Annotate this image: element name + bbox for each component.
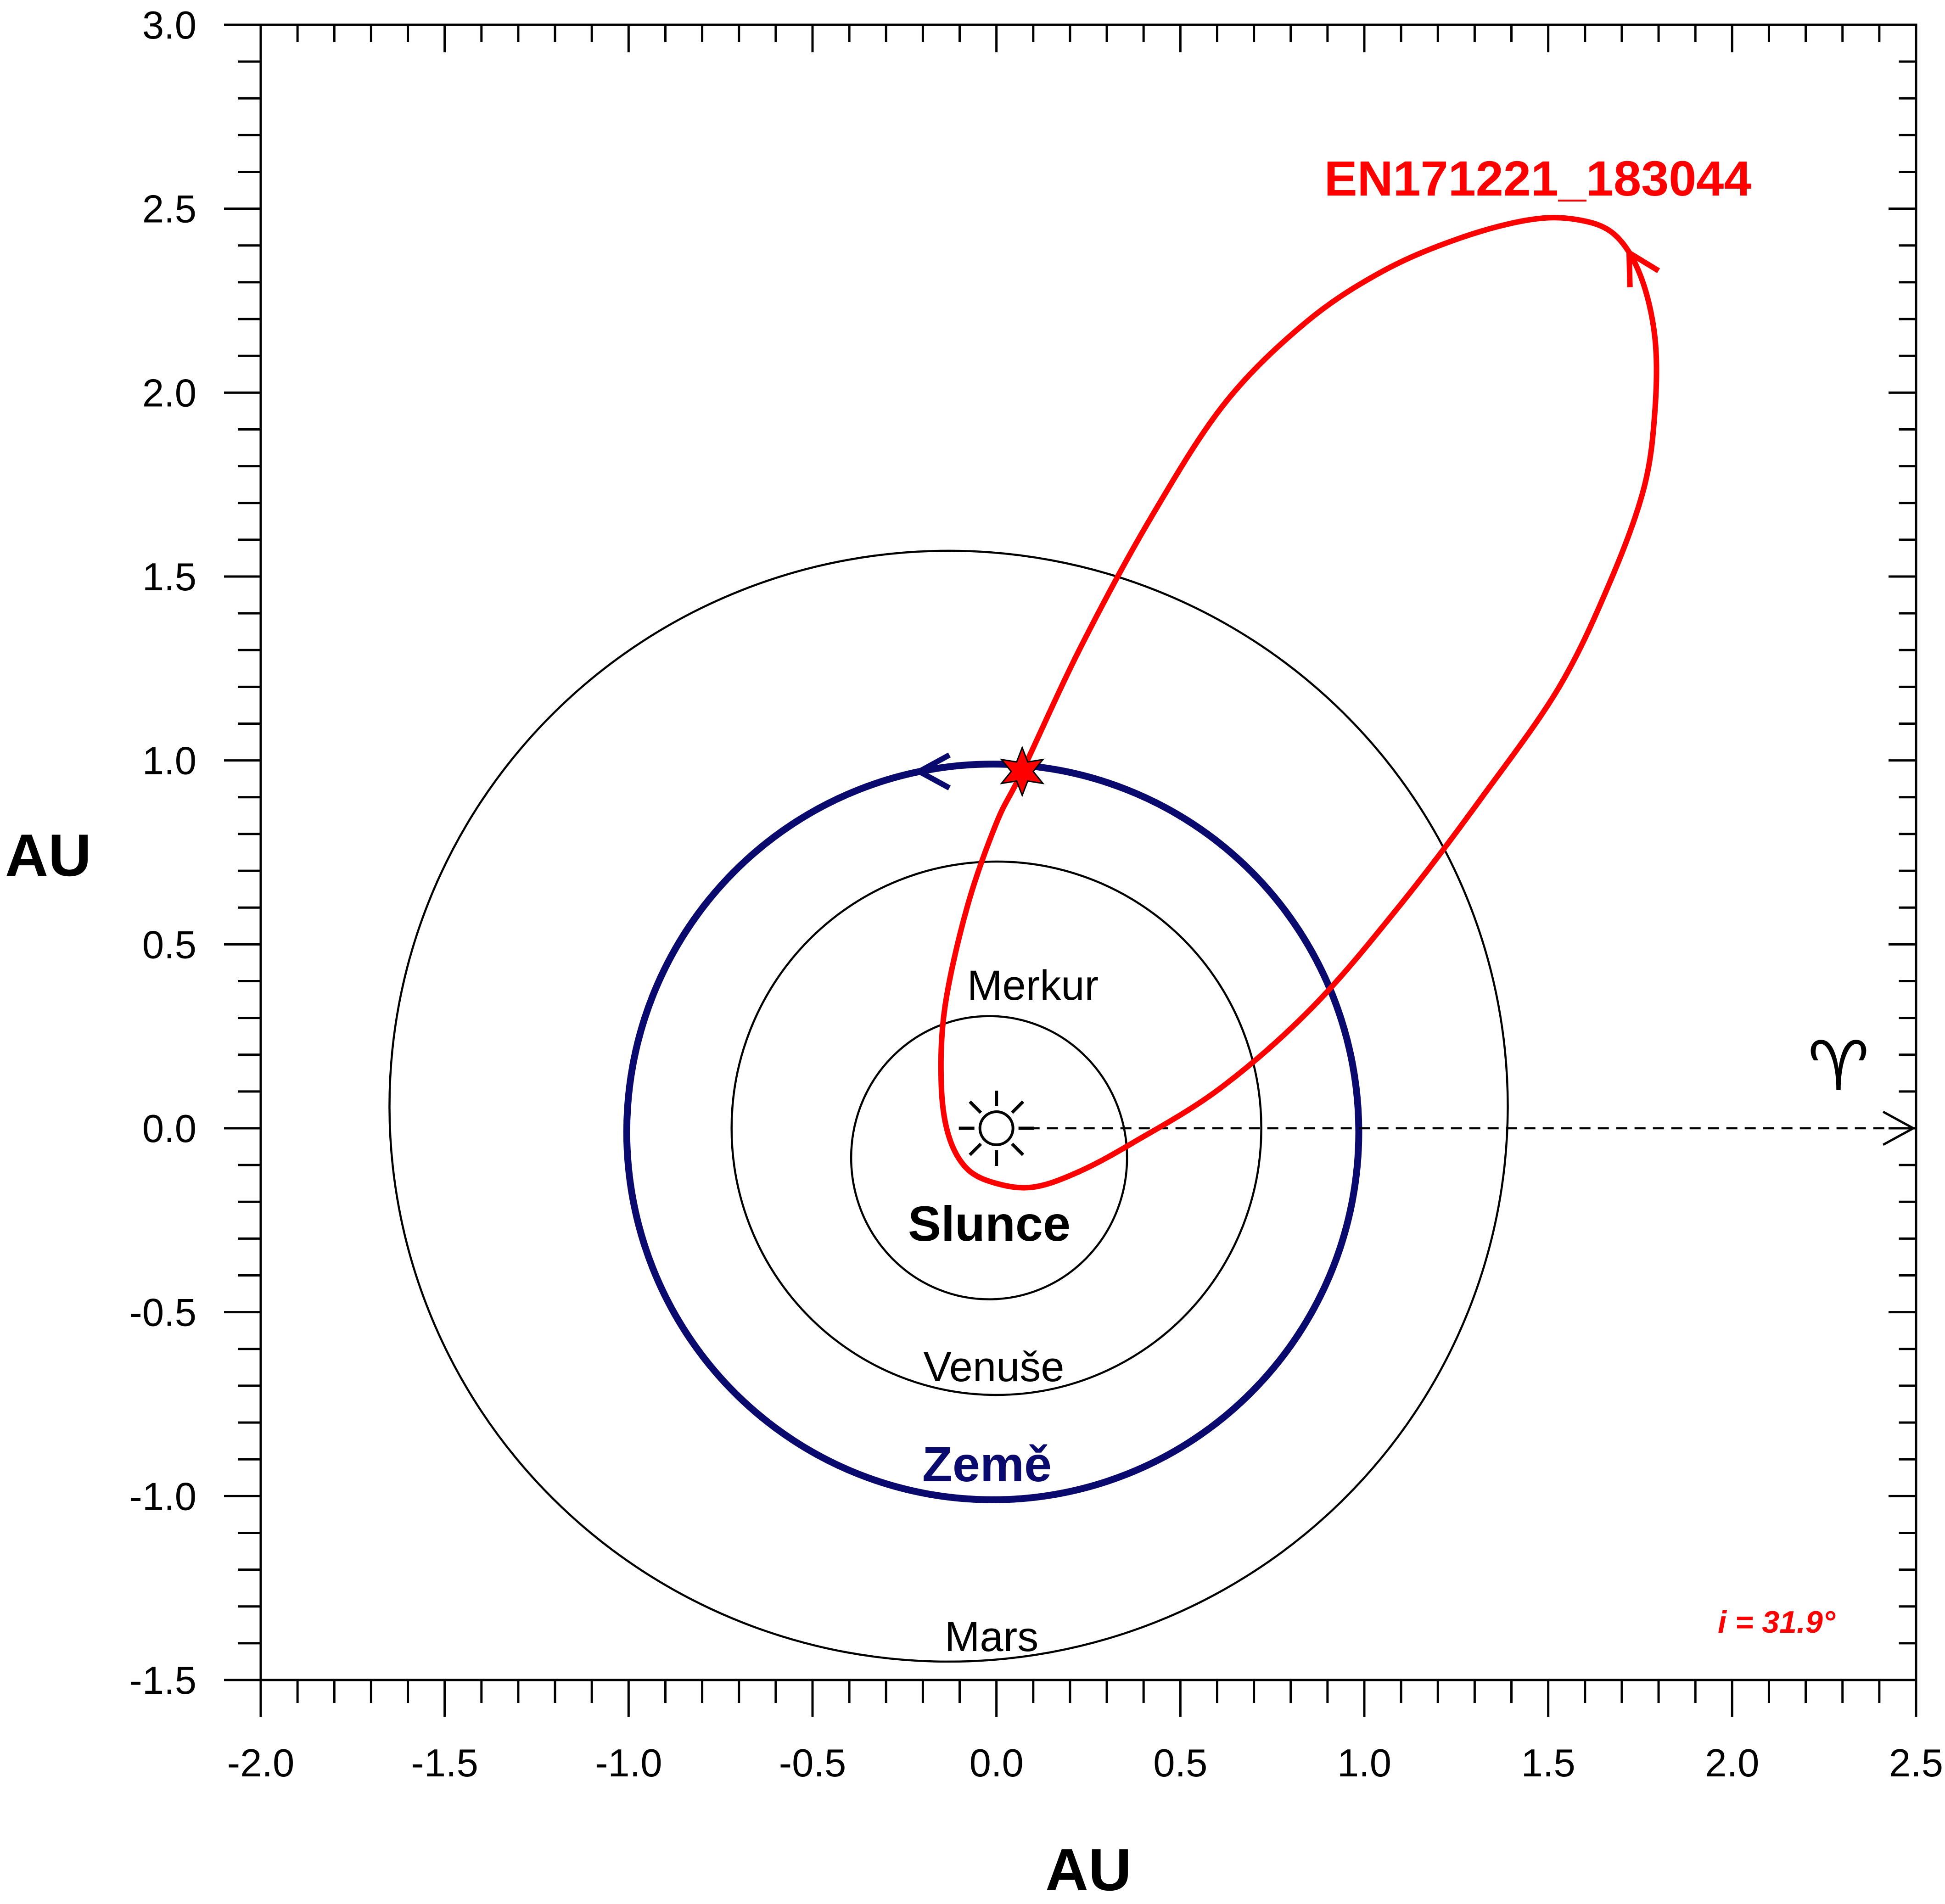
sun-ray [1011,1142,1025,1156]
planet-orbit-merkur [850,1015,1128,1300]
direction-arrows [913,247,1916,1146]
y-tick-label: 0.0 [142,1107,196,1151]
meteoroid-orbit-path [938,215,1659,1191]
x-tick-label: -1.0 [595,1742,662,1785]
x-tick-label: 0.5 [1153,1742,1207,1785]
x-tick-label: 1.0 [1337,1742,1391,1785]
y-tick-label: 2.5 [142,188,196,231]
y-tick-label: 3.0 [142,4,196,47]
y-tick-label: -1.0 [129,1475,196,1518]
plot-background [261,25,1916,1680]
planet-label-venuse: Venuše [924,1344,1065,1390]
planet-label-merkur: Merkur [967,962,1099,1009]
x-tick-label: 2.5 [1889,1742,1943,1785]
y-tick-label: -1.5 [129,1659,196,1702]
x-tick-label: 0.0 [970,1742,1024,1785]
plot-frame [259,23,1917,1681]
sun-ray [969,1100,982,1114]
y-tick-label: -0.5 [129,1291,196,1335]
x-tick-label: 1.5 [1521,1742,1575,1785]
planet-label-zeme: Země [922,1436,1052,1492]
vernal-equinox-symbol: ♈ [1808,1028,1869,1105]
x-axis-title: AU [1045,1836,1132,1903]
y-axis-title: AU [5,822,91,889]
planet-orbit-venuše [730,860,1262,1396]
x-tick-label: -1.5 [411,1742,478,1785]
vernal-equinox-arrow [1882,1110,1916,1146]
y-tick-label: 1.5 [142,555,196,599]
planet-orbit-mars [388,549,1509,1663]
planet-label-mars: Mars [945,1613,1038,1660]
sun-disc [978,1110,1015,1146]
impact-star-icon [1000,745,1045,797]
axis-tick-labels: -2.0 -1.5 -1.0 -0.5 0.0 0.5 1.0 1.5 2.0 2.5 -1.5 -1… [129,4,1944,1785]
planet-orbit-země [623,761,1362,1503]
sun-label: Slunce [908,1196,1071,1251]
sun-ray [969,1142,982,1156]
y-tick-label: 0.5 [142,923,196,967]
meteoroid-direction-arrow [1626,247,1660,287]
meteoroid-orbit-label: EN171221_183044 [1324,151,1752,206]
y-tick-label: 2.0 [142,371,196,415]
y-tick-label: 1.0 [142,739,196,783]
x-tick-label: -0.5 [779,1742,846,1785]
x-tick-label: 2.0 [1705,1742,1759,1785]
sun-ray [1011,1100,1025,1114]
sun-icon [958,1091,1034,1166]
x-tick-label: -2.0 [227,1742,294,1785]
inclination-label: i = 31.9° [1718,1605,1836,1640]
planet-orbits [388,549,1509,1663]
earth-direction-arrow [913,752,951,790]
